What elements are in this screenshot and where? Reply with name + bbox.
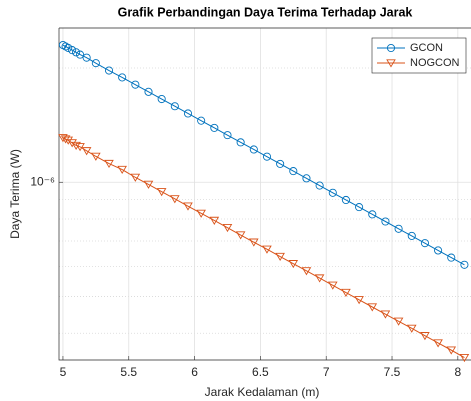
data-point	[249, 145, 258, 154]
data-point	[446, 346, 457, 355]
data-point	[91, 152, 101, 161]
data-point	[447, 253, 456, 262]
data-point	[276, 159, 285, 168]
data-point	[314, 274, 325, 283]
x-axis-label: Jarak Kedalaman (m)	[205, 385, 320, 399]
data-point	[420, 239, 429, 248]
data-point	[104, 159, 114, 169]
y-tick-label: 10⁻⁶	[30, 174, 55, 188]
data-point	[81, 147, 92, 156]
axes-box	[58, 27, 471, 361]
data-point	[209, 216, 220, 225]
data-point	[262, 245, 272, 254]
y-axis-label: Daya Terima (W)	[8, 149, 22, 239]
x-tick-label: 5.5	[120, 365, 137, 379]
data-point	[71, 141, 81, 150]
legend-box	[371, 37, 467, 74]
data-point	[289, 167, 298, 176]
data-point	[407, 231, 416, 240]
data-point	[210, 123, 219, 132]
data-point	[328, 188, 337, 197]
x-tick-label: 8	[454, 365, 461, 379]
data-point	[222, 224, 233, 233]
data-point	[249, 238, 259, 247]
data-point	[262, 152, 272, 161]
data-point	[367, 303, 378, 312]
data-point	[355, 203, 364, 212]
data-point	[156, 188, 167, 197]
data-point	[197, 116, 206, 125]
x-tick-label: 6	[191, 365, 198, 379]
data-point	[275, 252, 285, 262]
data-point	[64, 43, 73, 52]
data-point	[460, 260, 469, 269]
data-point	[380, 310, 391, 319]
data-point	[75, 143, 85, 152]
data-point	[420, 332, 430, 341]
data-point	[341, 288, 351, 298]
data-point	[72, 48, 81, 57]
data-point	[170, 102, 179, 111]
data-point	[302, 174, 311, 183]
data-point	[406, 324, 417, 333]
data-point	[301, 267, 312, 276]
data-point	[170, 195, 180, 204]
x-tick-label: 7	[323, 365, 330, 379]
x-tick-label: 7.5	[384, 365, 401, 379]
data-point	[354, 296, 364, 305]
x-tick-label: 5	[60, 365, 67, 379]
data-point	[104, 66, 114, 75]
data-point	[63, 136, 74, 145]
legend-label: GCON	[410, 42, 443, 54]
series-line	[62, 44, 465, 266]
data-point	[76, 50, 85, 59]
data-point	[459, 353, 470, 363]
data-point	[328, 281, 338, 290]
data-point	[393, 317, 404, 326]
data-point	[394, 224, 403, 233]
data-point	[368, 210, 377, 219]
data-point	[433, 339, 443, 348]
legend-marker	[386, 59, 396, 68]
data-point	[82, 53, 91, 62]
data-point	[118, 73, 127, 82]
series-line	[62, 137, 465, 359]
data-point	[288, 260, 299, 269]
data-point	[131, 80, 140, 89]
data-point	[223, 131, 232, 140]
data-point	[67, 139, 77, 148]
data-point	[341, 195, 351, 205]
x-tick-label: 6.5	[252, 365, 269, 379]
legend-label: NOGCON	[410, 57, 460, 69]
data-point	[236, 138, 245, 147]
data-point	[196, 209, 206, 218]
chart-title: Grafik Perbandingan Daya Terima Terhadap…	[118, 5, 413, 19]
data-point	[91, 59, 100, 68]
data-point	[183, 109, 193, 118]
data-point	[183, 202, 193, 211]
data-point	[144, 87, 153, 96]
data-point	[235, 231, 246, 240]
data-point	[315, 181, 324, 190]
data-point	[130, 173, 141, 182]
data-point	[157, 94, 166, 104]
data-point	[434, 246, 443, 255]
data-point	[143, 180, 154, 189]
data-point	[68, 46, 77, 55]
data-point	[117, 165, 127, 175]
data-point	[381, 217, 390, 226]
legend-marker	[386, 43, 396, 53]
plot-area	[59, 28, 471, 360]
